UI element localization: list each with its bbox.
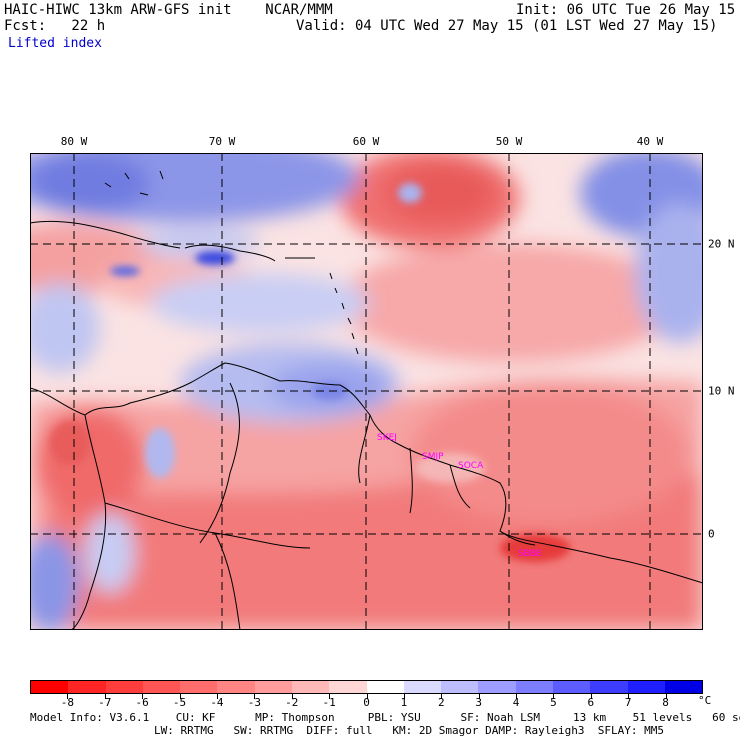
lon-label-60w: 60 W — [352, 135, 380, 148]
colorbar-tick-label: 2 — [437, 696, 445, 709]
lon-label-80w: 80 W — [60, 135, 88, 148]
colorbar-segment — [31, 681, 69, 693]
colorbar-tick-label: 3 — [475, 696, 482, 709]
colorbar-segment — [142, 681, 181, 693]
colorbar-tick-mark — [104, 694, 106, 699]
colorbar-tick-mark — [403, 694, 405, 699]
colorbar-tick-label: -2 — [285, 696, 299, 709]
colorbar-tick-mark — [179, 694, 181, 699]
colorbar-tick-label: -7 — [98, 696, 112, 709]
station-label-smjp: SMJP — [422, 452, 444, 462]
lon-label-50w: 50 W — [495, 135, 523, 148]
colorbar-segment — [664, 681, 703, 693]
colorbar-segment — [329, 681, 367, 693]
colorbar-tick-label: -4 — [210, 696, 224, 709]
colorbar-segment — [254, 681, 292, 693]
colorbar-tick-mark — [291, 694, 293, 699]
field-name: Lifted index — [8, 36, 102, 51]
colorbar-tick-label: -1 — [322, 696, 336, 709]
station-label-soca: SOCA — [458, 461, 484, 471]
colorbar-segment — [590, 681, 628, 693]
station-label-skej: SKEJ — [377, 433, 397, 443]
model-info-line1: Model Info: V3.6.1 CU: KF MP: Thompson P… — [30, 711, 740, 724]
colorbar-segment — [403, 681, 442, 693]
colorbar-segment — [366, 681, 404, 693]
colorbar-tick-label: 0 — [363, 696, 370, 709]
colorbar-segment — [627, 681, 665, 693]
model-title: HAIC-HIWC 13km ARW-GFS init NCAR/MMM — [4, 2, 333, 18]
colorbar-tick-mark — [67, 694, 69, 699]
colorbar — [30, 680, 703, 694]
colorbar-tick-mark — [441, 694, 443, 699]
colorbar-segment — [552, 681, 591, 693]
lifted-index-map: SKEJ SMJP SOCA SBBE — [30, 153, 703, 630]
init-time: Init: 06 UTC Tue 26 May 15 — [516, 2, 736, 18]
colorbar-tick-mark — [553, 694, 555, 699]
lat-label-0: 0 — [708, 527, 715, 541]
valid-time: Valid: 04 UTC Wed 27 May 15 (01 LST Wed … — [296, 18, 718, 34]
colorbar-segment — [515, 681, 553, 693]
colorbar-tick-mark — [142, 694, 144, 699]
colorbar-tick-label: 8 — [662, 696, 669, 709]
colorbar-segment — [441, 681, 479, 693]
colorbar-tick-mark — [628, 694, 630, 699]
colorbar-segment — [105, 681, 143, 693]
forecast-hour: Fcst: 22 h — [4, 18, 106, 34]
colorbar-segment — [478, 681, 516, 693]
colorbar-tick-label: -6 — [135, 696, 149, 709]
graticule — [30, 153, 703, 630]
colorbar-segment — [68, 681, 106, 693]
colorbar-tick-label: -3 — [247, 696, 261, 709]
colorbar-tick-mark — [366, 694, 368, 699]
lat-label-10n: 10 N — [708, 384, 735, 398]
colorbar-tick-mark — [665, 694, 667, 699]
model-info-line2: LW: RRTMG SW: RRTMG DIFF: full KM: 2D Sm… — [154, 724, 664, 737]
colorbar-segment — [217, 681, 255, 693]
map-frame — [30, 153, 703, 630]
colorbar-tick-mark — [329, 694, 331, 699]
colorbar-tick-label: 4 — [512, 696, 520, 709]
colorbar-tick-label: -5 — [172, 696, 187, 709]
colorbar-tick-label: 1 — [400, 696, 408, 709]
lat-label-20n: 20 N — [708, 237, 735, 251]
station-label-sbbe: SBBE — [518, 549, 542, 559]
colorbar-tick-mark — [216, 694, 218, 699]
colorbar-segment — [180, 681, 218, 693]
colorbar-tick-label: 6 — [587, 696, 595, 709]
colorbar-tick-label: -8 — [60, 696, 74, 709]
colorbar-tick-label: 5 — [550, 696, 557, 709]
colorbar-tick-mark — [478, 694, 480, 699]
lon-label-40w: 40 W — [636, 135, 664, 148]
colorbar-tick-mark — [254, 694, 256, 699]
colorbar-tick-label: 7 — [624, 696, 632, 709]
colorbar-segment — [291, 681, 330, 693]
colorbar-tick-mark — [516, 694, 518, 699]
lon-label-70w: 70 W — [208, 135, 236, 148]
colorbar-tick-mark — [590, 694, 592, 699]
colorbar-unit: °C — [698, 694, 712, 707]
